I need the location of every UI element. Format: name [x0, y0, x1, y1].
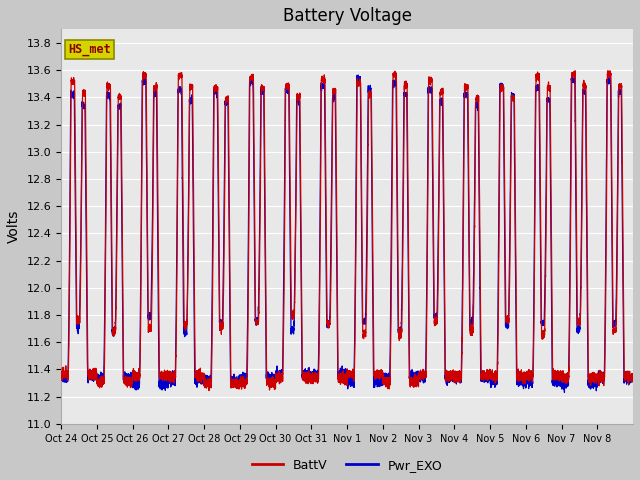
Text: HS_met: HS_met: [68, 43, 111, 56]
Legend: BattV, Pwr_EXO: BattV, Pwr_EXO: [247, 454, 447, 477]
Title: Battery Voltage: Battery Voltage: [283, 7, 412, 25]
Y-axis label: Volts: Volts: [7, 210, 21, 243]
